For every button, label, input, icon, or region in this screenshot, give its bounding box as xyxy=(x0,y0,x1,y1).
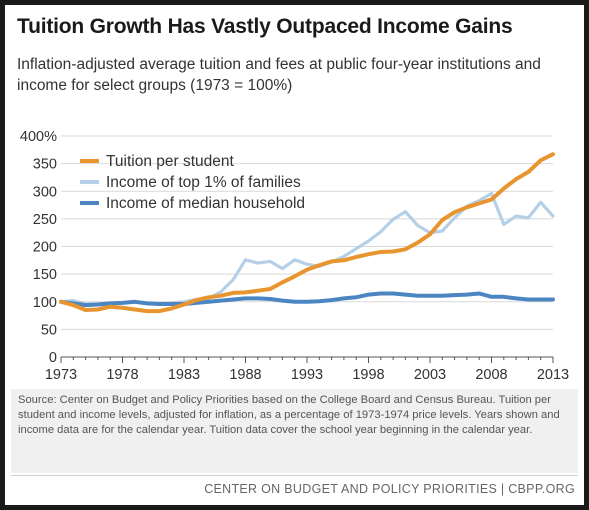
x-tick-label: 2013 xyxy=(537,367,569,383)
chart-title: Tuition Growth Has Vastly Outpaced Incom… xyxy=(17,15,513,38)
legend-label: Income of top 1% of families xyxy=(106,174,301,191)
legend-label: Tuition per student xyxy=(106,153,235,170)
x-tick-label: 1983 xyxy=(168,367,200,383)
series-line-median-household xyxy=(59,291,555,308)
series-line-tuition xyxy=(59,152,555,314)
y-tick-label: 400% xyxy=(20,129,57,145)
x-tick-label: 2003 xyxy=(414,367,446,383)
y-tick-label: 100 xyxy=(33,295,57,311)
source-note-box: Source: Center on Budget and Policy Prio… xyxy=(11,389,578,473)
x-tick-label: 1988 xyxy=(229,367,261,383)
chart-card: Tuition Growth Has Vastly Outpaced Incom… xyxy=(5,5,584,505)
y-tick-label: 250 xyxy=(33,212,57,228)
x-tick-label: 1973 xyxy=(45,367,77,383)
y-tick-label: 150 xyxy=(33,267,57,283)
source-note: Source: Center on Budget and Policy Prio… xyxy=(18,394,560,437)
legend: Tuition per student Income of top 1% of f… xyxy=(80,153,305,212)
footer-credit: CENTER ON BUDGET AND POLICY PRIORITIES |… xyxy=(204,482,575,496)
x-tick-label: 1998 xyxy=(352,367,384,383)
line-chart: 0 50 100 150 200 250 300 350 400% 1973 1978 1983 198… xyxy=(20,129,569,383)
x-tick-label: 1993 xyxy=(291,367,323,383)
legend-label: Income of median household xyxy=(106,195,305,212)
axes: 0 50 100 150 200 250 300 350 400% 1973 1978 1983 198… xyxy=(20,129,569,383)
y-tick-label: 350 xyxy=(33,157,57,173)
y-tick-label: 50 xyxy=(41,322,57,338)
y-tick-label: 300 xyxy=(33,184,57,200)
y-tick-label: 0 xyxy=(49,350,57,366)
series-lines xyxy=(59,152,555,314)
footer-divider xyxy=(11,475,578,476)
y-tick-label: 200 xyxy=(33,240,57,256)
chart-subtitle: Inflation-adjusted average tuition and f… xyxy=(17,56,541,94)
x-tick-label: 1978 xyxy=(106,367,138,383)
x-tick-label: 2008 xyxy=(475,367,507,383)
